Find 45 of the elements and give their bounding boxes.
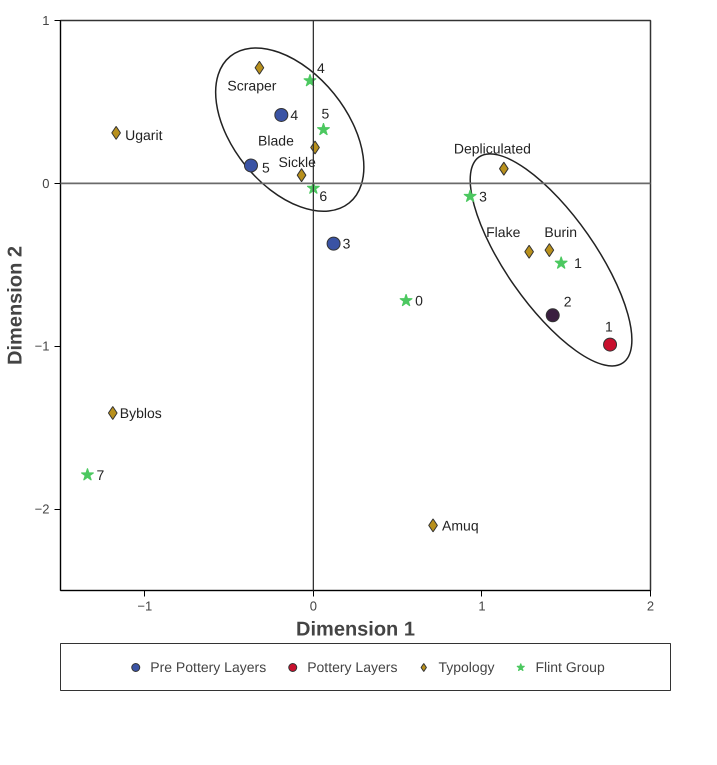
annotation: 5 [262, 159, 270, 176]
point [108, 406, 118, 420]
y-tick-label: −1 [34, 338, 50, 354]
annotation: 2 [564, 293, 572, 310]
annotation: 1 [605, 318, 614, 335]
legend-label: Pottery Layers [307, 659, 398, 675]
annotation: Byblos [120, 404, 162, 421]
annotation: Depliculated [454, 140, 531, 157]
annotation: 7 [96, 466, 104, 483]
annotation: Burin [544, 224, 578, 240]
point [463, 189, 477, 202]
point [554, 256, 568, 269]
annotation: Flake [486, 224, 521, 240]
point [399, 294, 413, 306]
point [80, 468, 94, 481]
annotation: 6 [319, 188, 328, 204]
legend-label: Pre Pottery Layers [150, 659, 266, 675]
y-axis-title: Dimension 2 [4, 246, 27, 365]
legend-label: Typology [438, 659, 494, 675]
annotation: Scraper [227, 78, 277, 94]
legend-label: Flint Group [536, 659, 605, 675]
x-tick-label: 2 [646, 598, 654, 614]
point [603, 338, 618, 352]
annotation: 4 [290, 106, 298, 123]
annotation: 1 [574, 255, 582, 272]
annotation: 4 [316, 60, 325, 76]
point [326, 236, 341, 251]
x-tick-label: 0 [310, 598, 317, 614]
y-tick-label: 0 [42, 176, 50, 191]
annotation: Blade [258, 132, 294, 149]
point [316, 122, 330, 136]
y-tick-label: 1 [42, 13, 50, 28]
y-tick-label: −2 [34, 502, 50, 517]
x-tick-label: −1 [137, 598, 152, 614]
x-tick-label: 1 [478, 598, 486, 614]
annotation: 3 [479, 188, 488, 204]
annotation: Amuq [442, 517, 479, 534]
annotation: 0 [415, 292, 424, 309]
annotation: 3 [342, 236, 351, 252]
annotation: Ugarit [125, 126, 163, 143]
x-axis-title: Dimension 1 [296, 618, 415, 640]
point [244, 158, 258, 172]
point [274, 108, 288, 122]
point [546, 308, 560, 322]
annotation: 5 [321, 106, 330, 122]
